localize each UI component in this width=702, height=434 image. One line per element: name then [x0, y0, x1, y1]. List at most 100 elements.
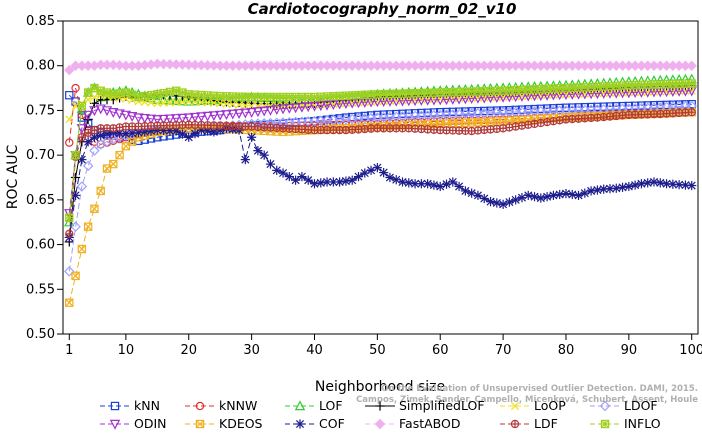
- x-tick-label: 40: [306, 343, 323, 358]
- data-point: [165, 98, 174, 107]
- data-point: [277, 104, 289, 115]
- series-line: [68, 84, 692, 242]
- data-point: [247, 132, 257, 142]
- data-point: [65, 115, 74, 124]
- legend-marker: [600, 419, 610, 429]
- data-point: [197, 98, 206, 107]
- data-point: [605, 184, 615, 194]
- data-point: [71, 271, 80, 281]
- legend-label: SimplifiedLOF: [399, 398, 485, 413]
- data-point: [258, 106, 270, 117]
- data-point: [473, 190, 483, 200]
- x-tick-label: 70: [495, 343, 512, 358]
- y-axis-title: ROC AUC: [5, 144, 21, 209]
- data-point: [309, 101, 320, 112]
- data-point: [114, 109, 125, 120]
- data-point: [83, 88, 93, 97]
- watermark-line-authors: Campos, Zimek, Sander, Campello, Micenko…: [356, 395, 698, 405]
- data-point: [152, 115, 163, 126]
- data-point: [674, 180, 684, 190]
- data-point: [189, 95, 201, 106]
- data-point: [209, 127, 219, 137]
- legend-label: LOF: [319, 398, 343, 413]
- data-point: [65, 229, 74, 239]
- data-point: [82, 160, 94, 172]
- data-point: [158, 114, 169, 125]
- data-point: [687, 79, 696, 88]
- data-point: [126, 112, 138, 122]
- data-point: [159, 98, 168, 107]
- data-point: [120, 110, 132, 121]
- legend-item: COF: [285, 416, 345, 431]
- data-point: [252, 107, 264, 118]
- data-point: [102, 88, 112, 97]
- data-point: [70, 221, 81, 232]
- data-point: [216, 99, 225, 108]
- data-point: [259, 150, 269, 160]
- data-point: [172, 98, 181, 107]
- data-point: [454, 181, 464, 192]
- legend-marker: [510, 419, 520, 429]
- data-point: [170, 114, 182, 124]
- data-point: [89, 106, 100, 117]
- y-tick-label: 0.55: [26, 282, 55, 297]
- legend-marker: [109, 419, 121, 430]
- data-point: [265, 105, 276, 116]
- y-tick-label: 0.80: [26, 59, 55, 74]
- data-point: [83, 128, 93, 137]
- data-point: [90, 204, 99, 213]
- data-point: [290, 103, 301, 114]
- data-point: [109, 159, 118, 169]
- legend-marker: [599, 400, 611, 412]
- series-line: [68, 90, 692, 214]
- data-point: [108, 59, 119, 71]
- legend-item: kNNW: [185, 398, 257, 413]
- legend-label: kNN: [134, 398, 160, 413]
- x-tick-label: 10: [118, 343, 135, 358]
- legend-marker: [374, 418, 386, 430]
- series-fastabod: [64, 58, 697, 76]
- data-point: [70, 172, 81, 183]
- series-cof: [64, 123, 697, 243]
- y-tick-label: 0.75: [26, 103, 55, 118]
- legend-label: COF: [319, 416, 345, 431]
- data-point: [191, 97, 200, 106]
- data-point: [95, 104, 106, 115]
- data-point: [89, 145, 100, 156]
- legend-label: INFLO: [624, 416, 661, 431]
- data-point: [133, 113, 144, 124]
- legend-marker: [110, 401, 120, 411]
- legend-item: SimplifiedLOF: [365, 398, 485, 413]
- series-ldf: [65, 108, 696, 239]
- data-point: [303, 175, 313, 185]
- data-point: [145, 114, 157, 125]
- data-point: [178, 97, 187, 106]
- legend-item: kNN: [100, 398, 160, 413]
- data-point: [65, 298, 74, 307]
- data-point: [108, 108, 119, 118]
- data-point: [209, 98, 218, 107]
- data-point: [177, 95, 188, 106]
- data-point: [203, 98, 212, 107]
- data-point: [423, 179, 433, 189]
- data-point: [64, 64, 75, 76]
- data-point: [96, 186, 105, 196]
- legend-marker: [294, 400, 306, 411]
- data-point: [153, 99, 162, 108]
- legend-marker: [295, 419, 305, 429]
- data-point: [235, 100, 244, 109]
- legend-item: INFLO: [590, 416, 661, 431]
- data-point: [328, 100, 339, 111]
- data-point: [240, 108, 251, 119]
- data-point: [246, 108, 257, 118]
- legend-item: LOF: [285, 398, 343, 413]
- data-point: [347, 175, 357, 185]
- data-point: [164, 114, 176, 125]
- data-point: [485, 197, 496, 207]
- legend-item: FastABOD: [365, 416, 461, 431]
- data-point: [71, 150, 80, 160]
- watermark-line-citation: On the Evaluation of Unsupervised Outlie…: [381, 384, 698, 394]
- data-point: [228, 100, 237, 109]
- data-point: [536, 193, 546, 203]
